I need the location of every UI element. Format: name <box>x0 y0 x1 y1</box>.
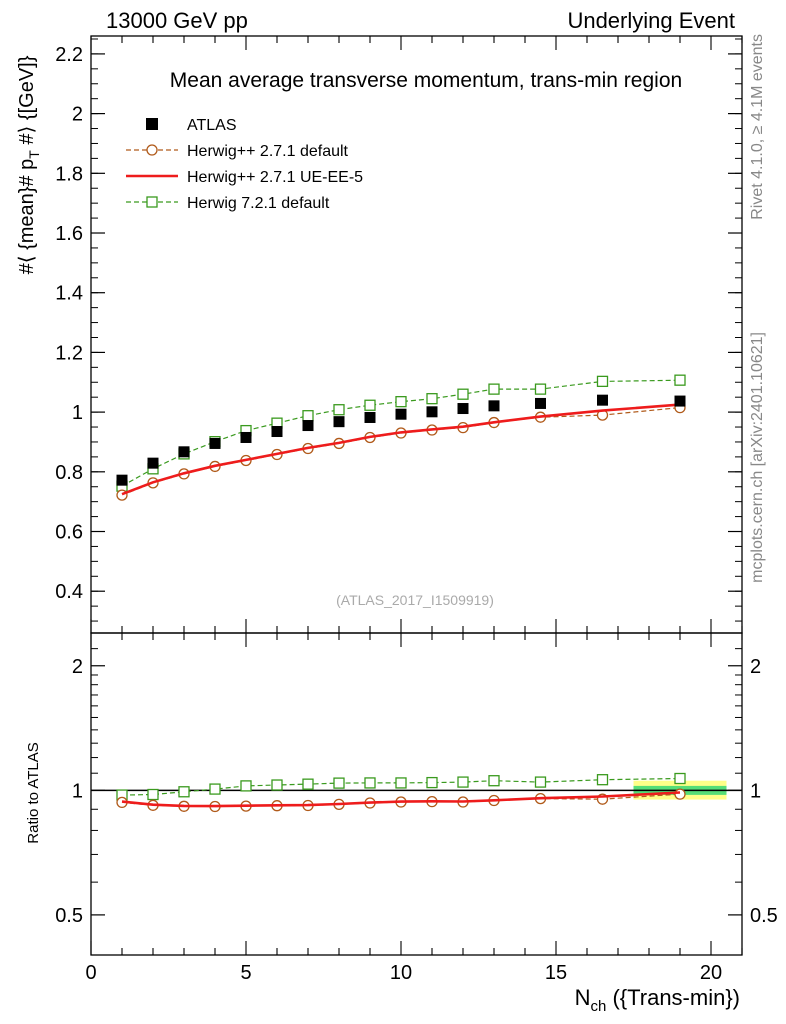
herwig7-marker <box>333 404 345 416</box>
atlas-data-point <box>395 408 407 420</box>
series-line-dashed <box>121 777 681 796</box>
atlas-data-point <box>457 403 469 415</box>
herwig7-marker <box>364 777 376 789</box>
atlas-data-point <box>271 426 283 438</box>
atlas-data-point <box>302 420 314 432</box>
ratio-y-label: Ratio to ATLAS <box>25 742 42 843</box>
legend-entry-label: Herwig++ 2.7.1 UE-EE-5 <box>187 169 363 186</box>
atlas-data-point <box>240 431 252 443</box>
herwig7-marker <box>395 396 407 408</box>
herwig7-marker <box>178 786 190 798</box>
herwig7-marker <box>534 383 547 395</box>
y-tick-label: 0.6 <box>55 522 83 544</box>
atlas-data-point <box>147 457 159 469</box>
herwig7-marker <box>596 375 609 388</box>
main-y-label-sub: T <box>26 150 42 159</box>
y-tick-label: 0.8 <box>55 462 83 484</box>
herwig7-marker <box>534 776 547 788</box>
atlas-data-point <box>674 395 686 407</box>
legend-marker-atlas <box>146 118 158 130</box>
herwig-default-marker <box>674 788 686 800</box>
series-line-solid <box>121 791 681 808</box>
main-y-label-end: #⟩ {[GeV]} <box>16 55 38 150</box>
herwig7-marker <box>457 388 469 400</box>
herwig7-marker <box>426 393 438 405</box>
ratio-frame <box>90 632 743 956</box>
x-tick-label: 10 <box>390 962 412 984</box>
atlas-data-point <box>535 397 546 409</box>
ratio-y-axis: 0.5 0.5 1 1 2 2 <box>55 648 778 927</box>
main-y-label-main: #⟨ {mean}# p <box>16 159 38 275</box>
main-series <box>116 374 686 501</box>
y-tick-label-right: 2 <box>750 656 761 678</box>
herwig7-marker <box>674 374 686 386</box>
y-tick-label: 2 <box>72 656 83 678</box>
x-axis-label-sub: ch <box>591 998 607 1015</box>
x-axis-label-end: ({Trans-min}) <box>606 985 740 1010</box>
series-line-dashed <box>121 379 681 487</box>
y-tick-label: 2 <box>72 104 83 126</box>
main-y-label: #⟨ {mean}# pT #⟩ {[GeV]} <box>16 55 42 274</box>
y-tick-label: 2.2 <box>55 44 83 66</box>
x-tick-label: 15 <box>545 962 567 984</box>
x-axis-label: Nch ({Trans-min}) <box>575 985 740 1015</box>
herwig7-marker <box>271 779 283 791</box>
herwig7-marker <box>147 788 159 801</box>
y-tick-label: 1.2 <box>55 342 83 364</box>
y-tick-label-right: 1 <box>750 780 761 802</box>
y-tick-label: 1.8 <box>55 163 83 185</box>
watermark: (ATLAS_2017_I1509919) <box>336 592 494 608</box>
x-tick-label: 0 <box>85 962 96 984</box>
herwig7-marker <box>674 772 686 785</box>
x-tick-label: 5 <box>240 962 251 984</box>
header-right: Underlying Event <box>567 8 735 33</box>
ratio-panel: 0.5 0.5 1 1 2 2 0 5 10 15 20 Ratio to ATLAS Nch (… <box>25 632 778 1015</box>
atlas-data-point <box>209 437 221 449</box>
herwig7-marker <box>302 778 314 790</box>
herwig7-marker <box>488 383 500 395</box>
legend-entry-label: Herwig++ 2.7.1 default <box>187 143 349 160</box>
x-tick-label: 20 <box>700 962 722 984</box>
ratio-series <box>116 772 686 813</box>
herwig7-marker <box>333 777 345 789</box>
legend: ATLAS Herwig++ 2.7.1 default Herwig++ 2.7.… <box>126 117 363 212</box>
mcplots-label: mcplots.cern.ch [arXiv:2401.10621] <box>749 332 766 583</box>
main-y-axis: 0.4 0.6 0.8 1 1.2 1.4 1.6 1.8 2 2.2 <box>55 38 742 622</box>
plot-title: Mean average transverse momentum, trans-… <box>170 69 682 92</box>
herwig7-marker <box>488 775 500 787</box>
rivet-label: Rivet 4.1.0, ≥ 4.1M events <box>749 34 766 220</box>
y-tick-label: 1 <box>72 402 83 424</box>
legend-marker-square <box>146 196 158 208</box>
y-tick-label: 1.4 <box>55 283 83 305</box>
x-axis-label-main: N <box>575 985 591 1010</box>
atlas-data-point <box>488 400 500 412</box>
header-left: 13000 GeV pp <box>106 8 248 33</box>
atlas-data-point <box>597 394 608 406</box>
atlas-data-point <box>426 406 438 418</box>
herwig7-marker <box>240 780 252 792</box>
herwig7-marker <box>457 776 469 788</box>
series-line-solid <box>121 403 681 496</box>
y-tick-label-right: 0.5 <box>750 905 778 927</box>
y-tick-label: 0.4 <box>55 581 83 603</box>
atlas-data-point <box>364 411 376 423</box>
main-panel: 0.4 0.6 0.8 1 1.2 1.4 1.6 1.8 2 2.2 Mean average … <box>16 35 743 634</box>
atlas-data-point <box>116 474 128 486</box>
atlas-data-point <box>178 446 190 458</box>
herwig7-marker <box>302 410 314 422</box>
legend-marker-circle <box>146 144 158 156</box>
y-tick-label: 1.6 <box>55 223 83 245</box>
atlas-data-point <box>333 416 345 428</box>
series-line-dashed <box>121 407 681 496</box>
legend-entry-label: ATLAS <box>187 117 237 134</box>
herwig7-marker <box>426 776 438 789</box>
y-tick-label: 1 <box>72 780 83 802</box>
herwig7-marker <box>395 777 407 789</box>
herwig7-marker <box>209 783 221 795</box>
legend-entry-label: Herwig 7.2.1 default <box>187 195 330 212</box>
herwig7-marker <box>596 774 609 786</box>
herwig7-marker <box>364 399 376 411</box>
y-tick-label: 0.5 <box>55 905 83 927</box>
